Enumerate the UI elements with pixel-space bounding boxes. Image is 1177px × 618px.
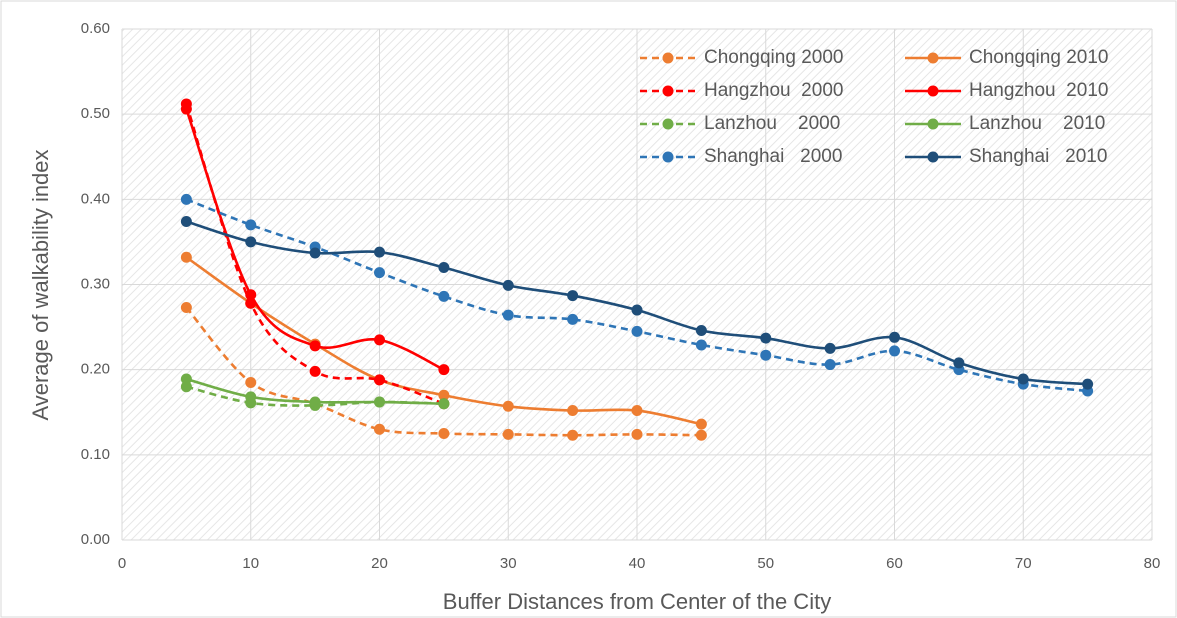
data-point	[180, 103, 192, 115]
x-tick-label: 70	[1015, 555, 1032, 572]
data-point	[953, 357, 965, 369]
data-point	[889, 331, 900, 343]
data-point	[438, 389, 450, 401]
legend-label: Shanghai 2010	[969, 146, 1107, 167]
legend-label: Hangzhou 2010	[969, 80, 1108, 101]
data-point	[245, 236, 257, 248]
x-tick-label: 60	[886, 555, 903, 572]
data-point	[180, 381, 192, 393]
data-point	[180, 215, 192, 227]
data-point	[760, 349, 772, 361]
legend-marker	[662, 151, 674, 163]
legend-marker	[662, 85, 674, 97]
data-point	[889, 345, 900, 357]
data-point	[245, 391, 257, 403]
data-point	[1017, 373, 1029, 385]
data-point	[567, 405, 579, 417]
data-point	[374, 246, 385, 258]
data-point	[309, 365, 321, 377]
data-point	[824, 342, 836, 354]
legend-marker	[662, 118, 674, 130]
data-point	[631, 405, 643, 417]
legend-marker	[927, 118, 939, 130]
legend-label: Shanghai 2000	[704, 146, 842, 167]
data-point	[631, 325, 643, 337]
legend-marker	[927, 52, 939, 64]
x-tick-label: 80	[1144, 555, 1161, 572]
legend-label: Lanzhou 2000	[704, 113, 840, 134]
x-tick-label: 0	[118, 555, 126, 572]
legend-label: Lanzhou 2010	[969, 113, 1105, 134]
x-tick-label: 40	[629, 555, 646, 572]
data-point	[180, 373, 192, 385]
data-point	[760, 332, 772, 344]
data-point	[180, 301, 192, 313]
y-tick-label: 0.00	[81, 531, 110, 548]
data-point	[309, 396, 321, 408]
data-point	[374, 374, 385, 386]
y-tick-label: 0.30	[81, 275, 110, 292]
x-tick-label: 20	[371, 555, 388, 572]
series-line	[185, 108, 445, 371]
data-point	[245, 376, 257, 388]
data-point	[245, 289, 257, 301]
data-point	[502, 309, 514, 321]
data-point	[502, 279, 514, 291]
data-point	[374, 396, 385, 408]
y-tick-label: 0.50	[81, 105, 110, 122]
legend-label: Chongqing 2010	[969, 47, 1108, 68]
y-tick-label: 0.20	[81, 361, 110, 378]
data-point	[245, 219, 257, 231]
data-point	[502, 400, 514, 412]
data-point	[695, 429, 707, 441]
data-point	[309, 340, 321, 352]
data-point	[567, 290, 579, 302]
data-point	[567, 429, 579, 441]
x-tick-label: 30	[500, 555, 517, 572]
data-point	[502, 428, 514, 440]
data-point	[438, 364, 450, 376]
data-point	[695, 339, 707, 351]
legend-label: Chongqing 2000	[704, 47, 843, 68]
data-point	[631, 304, 643, 316]
data-point	[438, 428, 450, 440]
x-tick-label: 50	[757, 555, 774, 572]
y-tick-label: 0.10	[81, 446, 110, 463]
data-point	[567, 313, 579, 325]
x-axis-title: Buffer Distances from Center of the City	[443, 589, 831, 614]
legend-marker	[927, 151, 939, 163]
legend-marker	[662, 52, 674, 64]
data-point	[374, 334, 385, 346]
data-point	[695, 418, 707, 430]
data-point	[309, 247, 321, 259]
data-point	[1082, 378, 1094, 390]
y-tick-label: 0.40	[81, 190, 110, 207]
y-axis-title: Average of walkability index	[28, 149, 53, 420]
data-point	[438, 261, 450, 273]
y-tick-label: 0.60	[81, 20, 110, 37]
data-point	[180, 251, 192, 263]
data-point	[438, 398, 450, 410]
data-point	[631, 428, 643, 440]
data-point	[180, 193, 192, 205]
legend-label: Hangzhou 2000	[704, 80, 843, 101]
data-point	[374, 267, 385, 279]
legend-marker	[927, 85, 939, 97]
data-point	[695, 324, 707, 336]
x-tick-label: 10	[242, 555, 259, 572]
data-point	[374, 423, 385, 435]
data-point	[438, 290, 450, 302]
data-point	[824, 359, 836, 371]
